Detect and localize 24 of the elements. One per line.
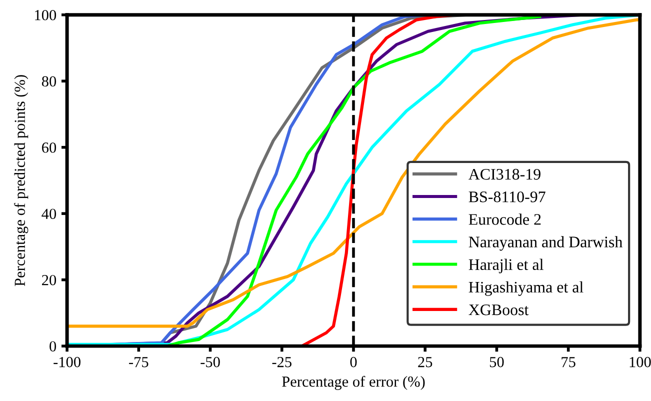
x-tick-label: 50 bbox=[490, 356, 504, 368]
legend-label: ACI318-19 bbox=[468, 168, 540, 180]
x-tick-label: -75 bbox=[129, 357, 148, 368]
x-axis-title: Percentage of error (%) bbox=[282, 376, 425, 390]
y-tick-label: 100 bbox=[35, 10, 56, 20]
x-tick-label: -100 bbox=[54, 356, 80, 368]
x-tick-label: 25 bbox=[418, 356, 432, 368]
x-tick-label: 0 bbox=[350, 356, 357, 368]
y-axis-title: Percentage of predicted points (%) bbox=[14, 75, 28, 286]
y-tick-label: 80 bbox=[42, 76, 56, 87]
legend-label: Eurocode 2 bbox=[468, 214, 541, 225]
legend-label: Higashiyama et al bbox=[468, 281, 584, 296]
legend-label: Harajli et al bbox=[468, 258, 544, 274]
legend-label: BS-8110-97 bbox=[468, 191, 546, 202]
x-tick-label: -25 bbox=[272, 356, 292, 368]
y-tick-label: 20 bbox=[42, 274, 56, 286]
legend-label: XGBoost bbox=[468, 304, 529, 316]
legend-label: Narayanan and Darwish bbox=[468, 236, 622, 251]
x-tick-label: 100 bbox=[630, 356, 651, 368]
y-tick-label: 0 bbox=[50, 341, 56, 352]
x-tick-label: 75 bbox=[562, 357, 576, 368]
y-tick-label: 40 bbox=[42, 208, 56, 220]
x-tick-label: -50 bbox=[200, 356, 220, 368]
y-tick-label: 60 bbox=[42, 142, 56, 153]
